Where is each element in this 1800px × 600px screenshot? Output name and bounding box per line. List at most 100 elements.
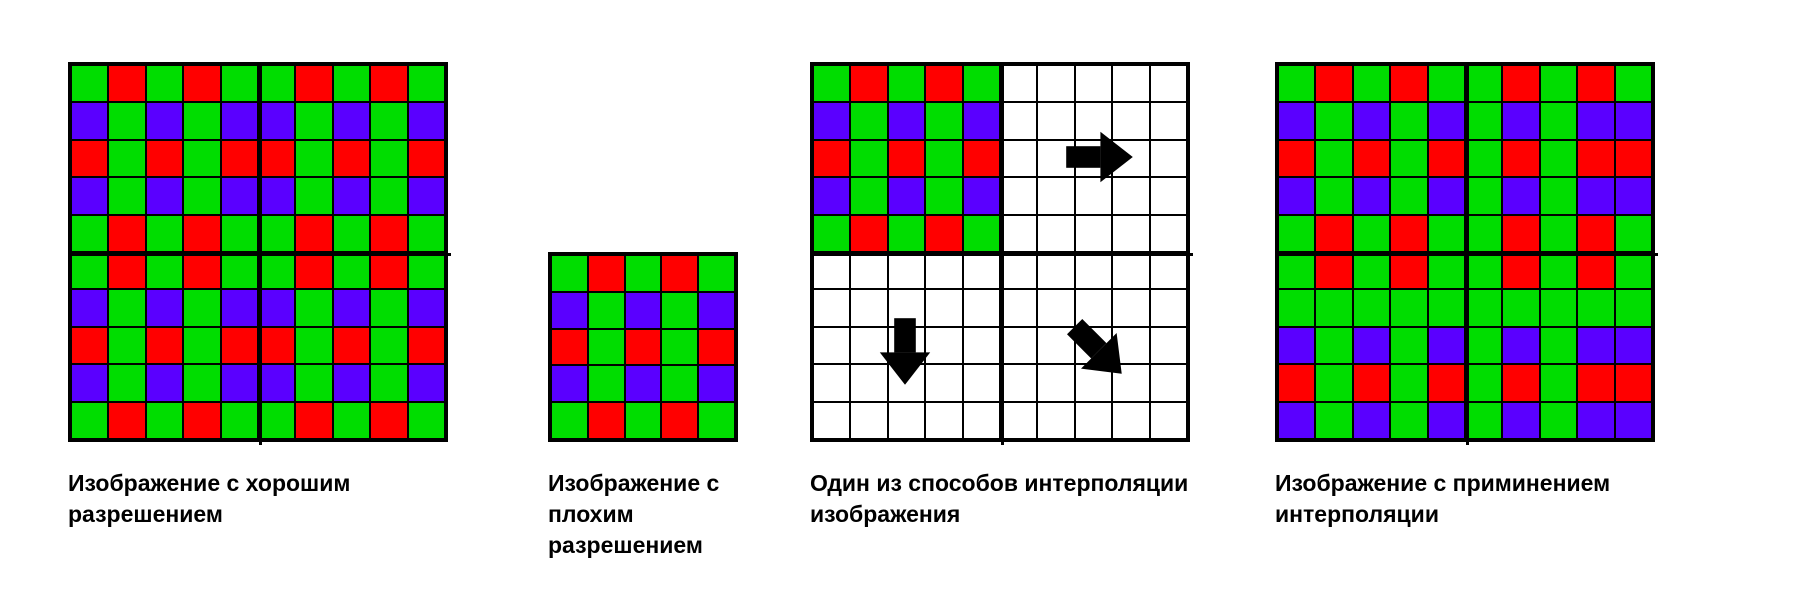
grid-cell bbox=[551, 255, 588, 292]
grid-cell bbox=[1353, 177, 1390, 214]
caption-interpolated-result: Изображение с приминением интерполяции bbox=[1275, 468, 1735, 530]
grid-cell bbox=[1540, 102, 1577, 139]
grid-cell bbox=[1540, 140, 1577, 177]
grid-cell bbox=[1465, 215, 1502, 252]
grid-cell bbox=[221, 402, 258, 439]
grid-cell bbox=[1278, 65, 1315, 102]
grid-cell bbox=[588, 402, 625, 439]
grid-cell bbox=[370, 252, 407, 289]
grid-cell bbox=[258, 402, 295, 439]
grid-cell bbox=[370, 140, 407, 177]
grid-cell bbox=[925, 252, 962, 289]
grid-cell bbox=[925, 402, 962, 439]
grid-cell bbox=[221, 177, 258, 214]
grid-cell bbox=[1315, 140, 1352, 177]
grid-cell bbox=[963, 177, 1000, 214]
grid-cell bbox=[1465, 102, 1502, 139]
grid-cell bbox=[258, 177, 295, 214]
grid-cell bbox=[1390, 364, 1427, 401]
panel-interpolation-method bbox=[810, 62, 1190, 442]
grid-cell bbox=[108, 215, 145, 252]
grid-cell bbox=[408, 215, 445, 252]
grid-cell bbox=[108, 402, 145, 439]
grid-cell bbox=[813, 65, 850, 102]
panel-low-resolution bbox=[548, 252, 738, 442]
grid-cell bbox=[258, 364, 295, 401]
grid-cell bbox=[1615, 327, 1652, 364]
grid-cell bbox=[1428, 402, 1465, 439]
grid-cell bbox=[813, 215, 850, 252]
grid-cell bbox=[1315, 215, 1352, 252]
grid-cell bbox=[1000, 65, 1037, 102]
grid-cell bbox=[221, 364, 258, 401]
grid-cell bbox=[370, 65, 407, 102]
grid-cell bbox=[1000, 327, 1037, 364]
grid-cell bbox=[333, 327, 370, 364]
grid-cell bbox=[1315, 65, 1352, 102]
caption-low-resolution: Изображение с плохим разрешением bbox=[548, 468, 768, 561]
grid-cell bbox=[661, 402, 698, 439]
grid-cell bbox=[71, 252, 108, 289]
grid-cell bbox=[925, 65, 962, 102]
arrow-icon bbox=[860, 302, 950, 392]
grid-cell bbox=[1075, 215, 1112, 252]
grid-cell bbox=[183, 177, 220, 214]
grid-cell bbox=[1353, 252, 1390, 289]
grid-cell bbox=[183, 140, 220, 177]
grid-cell bbox=[408, 327, 445, 364]
grid-cell bbox=[888, 177, 925, 214]
grid-cell bbox=[221, 140, 258, 177]
grid-cell bbox=[1075, 65, 1112, 102]
grid-cell bbox=[963, 215, 1000, 252]
grid-cell bbox=[1278, 252, 1315, 289]
panel-high-resolution bbox=[68, 62, 448, 442]
grid-cell bbox=[963, 252, 1000, 289]
grid-cell bbox=[888, 102, 925, 139]
grid-cell bbox=[1577, 402, 1614, 439]
grid-cell bbox=[1150, 364, 1187, 401]
grid-cell bbox=[1502, 402, 1539, 439]
grid-cell bbox=[333, 140, 370, 177]
grid-cell bbox=[1577, 289, 1614, 326]
grid-cell bbox=[1278, 215, 1315, 252]
grid-cell bbox=[1353, 327, 1390, 364]
grid-cell bbox=[698, 329, 735, 366]
grid-cell bbox=[850, 215, 887, 252]
grid-cell bbox=[1315, 402, 1352, 439]
grid-cell bbox=[551, 365, 588, 402]
grid-cell bbox=[295, 140, 332, 177]
grid-cell bbox=[1540, 65, 1577, 102]
grid-cell bbox=[1278, 140, 1315, 177]
grid-cell bbox=[625, 329, 662, 366]
grid-cell bbox=[1465, 327, 1502, 364]
grid-cell bbox=[183, 364, 220, 401]
grid-cell bbox=[408, 177, 445, 214]
grid-cell bbox=[1502, 177, 1539, 214]
grid-cell bbox=[183, 215, 220, 252]
grid-cell bbox=[221, 65, 258, 102]
grid-cell bbox=[1502, 102, 1539, 139]
arrow-icon bbox=[1050, 302, 1140, 392]
grid-cell bbox=[333, 65, 370, 102]
grid-cell bbox=[698, 255, 735, 292]
grid-cell bbox=[963, 102, 1000, 139]
grid-cell bbox=[370, 327, 407, 364]
grid-cell bbox=[1000, 215, 1037, 252]
grid-cell bbox=[1390, 327, 1427, 364]
grid-cell bbox=[108, 364, 145, 401]
grid-cell bbox=[1112, 65, 1149, 102]
panel-interpolated-result bbox=[1275, 62, 1655, 442]
caption-interpolation-method: Один из способов интерполяции изображени… bbox=[810, 468, 1240, 530]
grid-cell bbox=[1465, 289, 1502, 326]
grid-cell bbox=[698, 292, 735, 329]
grid-cell bbox=[925, 102, 962, 139]
grid-cell bbox=[1150, 140, 1187, 177]
grid-cell bbox=[408, 140, 445, 177]
grid-cell bbox=[108, 65, 145, 102]
grid-cell bbox=[698, 402, 735, 439]
grid-cell bbox=[1428, 65, 1465, 102]
grid-cell bbox=[1428, 364, 1465, 401]
grid-cell bbox=[1000, 252, 1037, 289]
grid-cell bbox=[408, 289, 445, 326]
grid-cell bbox=[625, 365, 662, 402]
